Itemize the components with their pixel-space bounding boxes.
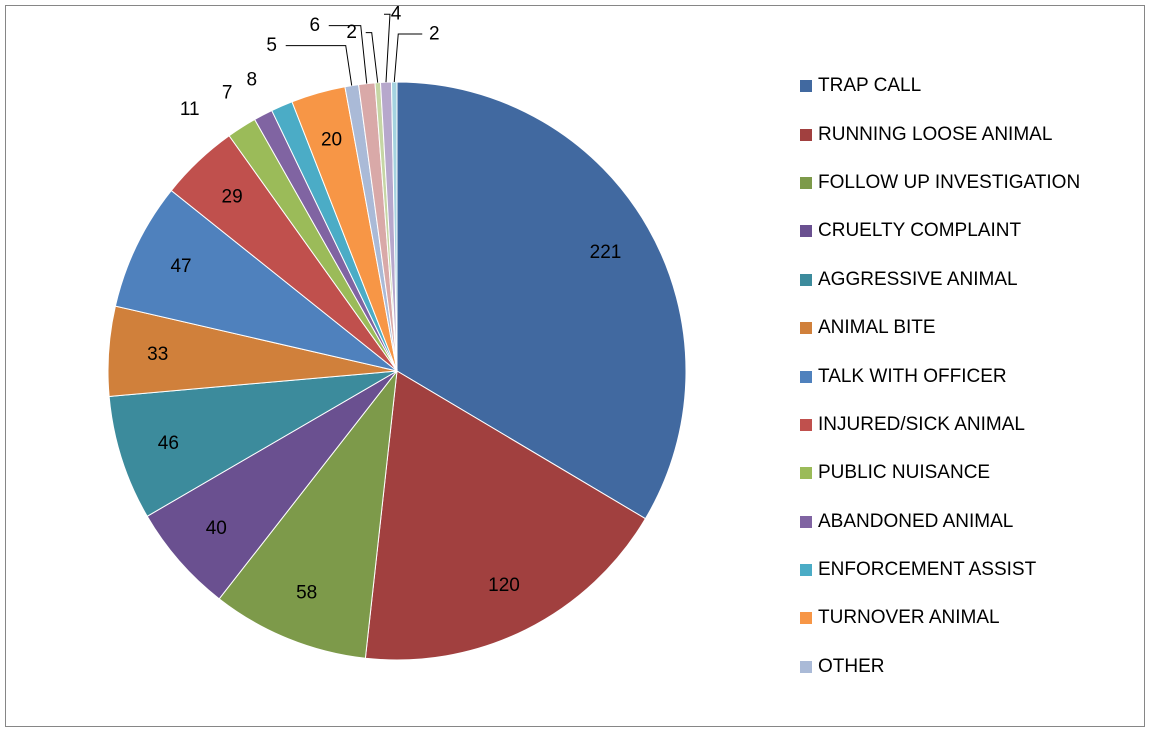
legend-item-injured-sick-animal: INJURED/SICK ANIMAL xyxy=(800,401,1140,449)
data-label-other: 5 xyxy=(266,35,277,56)
legend-label: TRAP CALL xyxy=(818,75,922,97)
legend-swatch xyxy=(800,225,812,238)
leader-line-slice-15 xyxy=(365,32,379,83)
pie-chart: 221 120 58 40 46 33 47 29 11 78 20 5 6 2 4 2 xyxy=(107,6,687,661)
legend-item-enforcement-assist: ENFORCEMENT ASSIST xyxy=(800,546,1140,594)
data-label-slice-17: 2 xyxy=(429,24,440,45)
data-label-injured-sick-animal: 29 xyxy=(222,186,243,207)
legend-swatch xyxy=(800,128,812,141)
legend-label: TALK WITH OFFICER xyxy=(818,365,1007,387)
data-label-abandoned-animal: 7 xyxy=(222,82,233,103)
pie-slice-talk-with-officer xyxy=(114,189,398,372)
legend-swatch xyxy=(800,322,812,335)
legend-label: ABANDONED ANIMAL xyxy=(818,510,1014,532)
leader-line-slice-16 xyxy=(383,13,391,83)
legend-swatch xyxy=(800,564,812,577)
leader-line-slice-14 xyxy=(328,25,368,84)
data-label-talk-with-officer: 47 xyxy=(170,256,191,277)
leader-line-other xyxy=(285,45,353,86)
data-label-follow-up-investigation: 58 xyxy=(296,583,317,604)
legend-label: TURNOVER ANIMAL xyxy=(818,607,1000,629)
legend-item-trap-call: TRAP CALL xyxy=(800,62,1140,110)
leader-lines xyxy=(285,13,423,86)
legend-swatch xyxy=(800,418,812,431)
legend-item-public-nuisance: PUBLIC NUISANCE xyxy=(800,449,1140,497)
legend-item-animal-bite: ANIMAL BITE xyxy=(800,304,1140,352)
legend-swatch xyxy=(800,176,812,189)
data-label-cruelty-complaint: 40 xyxy=(206,518,227,539)
pie-slice-follow-up-investigation xyxy=(218,369,398,659)
legend-label: CRUELTY COMPLAINT xyxy=(818,220,1022,242)
legend-swatch xyxy=(800,612,812,625)
legend-label: OTHER xyxy=(818,655,885,677)
legend-label: ANIMAL BITE xyxy=(818,317,936,339)
legend-swatch xyxy=(800,467,812,480)
legend-swatch xyxy=(800,80,812,93)
data-label-public-nuisance: 11 xyxy=(180,99,200,120)
legend-item-running-loose-animal: RUNNING LOOSE ANIMAL xyxy=(800,110,1140,158)
pie-slice-trap-call xyxy=(396,81,687,520)
data-label-trap-call: 221 xyxy=(590,242,622,263)
legend-swatch xyxy=(800,660,812,673)
legend-label: INJURED/SICK ANIMAL xyxy=(818,413,1025,435)
legend-label: PUBLIC NUISANCE xyxy=(818,462,991,484)
legend-swatch xyxy=(800,370,812,383)
legend-swatch xyxy=(800,515,812,528)
legend-item-abandoned-animal: ABANDONED ANIMAL xyxy=(800,498,1140,546)
legend-label: RUNNING LOOSE ANIMAL xyxy=(818,123,1053,145)
data-label-slice-15: 2 xyxy=(346,22,357,43)
data-label-slice-16: 4 xyxy=(391,6,402,25)
data-labels: 221 120 58 40 46 33 47 29 11 78 20 5 6 2 4 2 xyxy=(147,6,621,604)
pie-slice-running-loose-animal xyxy=(364,370,647,661)
data-label-enforcement-assist: 8 xyxy=(247,69,258,90)
pie-slice-aggressive-animal xyxy=(108,370,398,517)
legend-item-aggressive-animal: AGGRESSIVE ANIMAL xyxy=(800,256,1140,304)
data-label-aggressive-animal: 46 xyxy=(158,433,179,454)
legend-item-other: OTHER xyxy=(800,643,1140,691)
chart-area: 221 120 58 40 46 33 47 29 11 7 8 20 5 6 2 4 2 TRAP CALL R… xyxy=(5,5,1145,727)
legend-item-turnover-animal: TURNOVER ANIMAL xyxy=(800,594,1140,642)
data-label-animal-bite: 33 xyxy=(147,344,168,365)
pie-slices xyxy=(107,81,687,661)
legend-swatch xyxy=(800,273,812,286)
data-label-turnover-animal: 20 xyxy=(321,130,342,151)
leader-line-slice-17 xyxy=(393,33,423,83)
data-label-running-loose-animal: 120 xyxy=(488,575,520,596)
legend-item-cruelty-complaint: CRUELTY COMPLAINT xyxy=(800,207,1140,255)
legend-label: FOLLOW UP INVESTIGATION xyxy=(818,171,1081,193)
legend-label: ENFORCEMENT ASSIST xyxy=(818,559,1037,581)
data-label-slice-14: 6 xyxy=(309,15,320,36)
legend: TRAP CALL RUNNING LOOSE ANIMAL FOLLOW UP I… xyxy=(800,62,1140,691)
legend-label: AGGRESSIVE ANIMAL xyxy=(818,268,1018,290)
legend-item-talk-with-officer: TALK WITH OFFICER xyxy=(800,352,1140,400)
legend-item-follow-up-investigation: FOLLOW UP INVESTIGATION xyxy=(800,159,1140,207)
